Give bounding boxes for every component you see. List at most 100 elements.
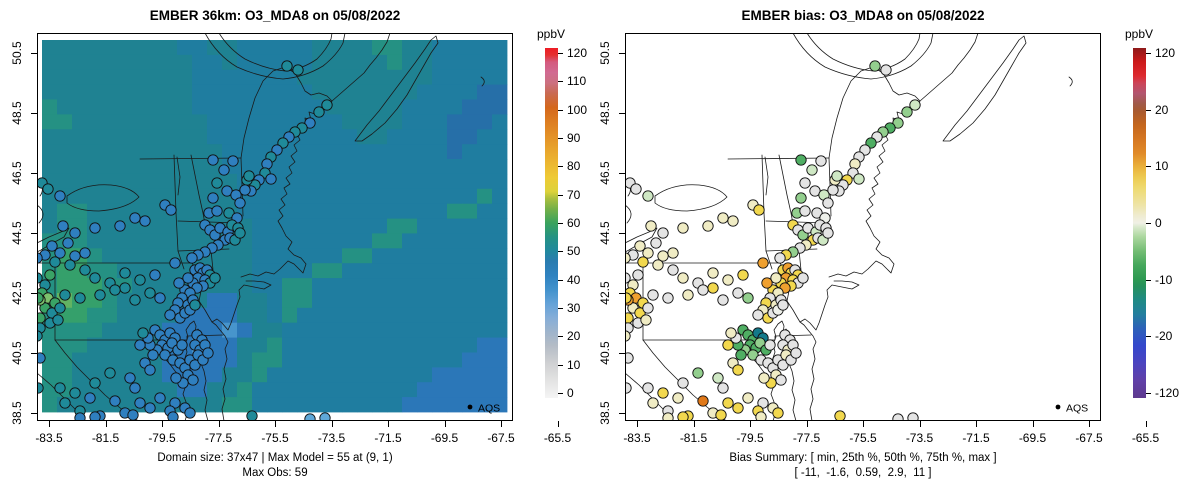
- raster-cell: [237, 263, 253, 279]
- raster-cell: [477, 322, 493, 338]
- x-axis-tick: [693, 421, 695, 427]
- raster-cell: [237, 337, 253, 353]
- raster-cell: [417, 322, 433, 338]
- raster-cell: [147, 84, 163, 100]
- raster-cell: [72, 99, 88, 115]
- raster-cell: [462, 40, 478, 56]
- raster-cell: [312, 293, 328, 309]
- raster-cell: [432, 188, 448, 205]
- raster-cell: [222, 352, 238, 368]
- raster-cell: [477, 233, 493, 249]
- raster-cell: [117, 144, 133, 160]
- raster-cell: [87, 203, 103, 219]
- raster-cell: [357, 382, 373, 398]
- raster-cell: [282, 233, 298, 249]
- raster-cell: [117, 382, 133, 398]
- y-axis-label: 42.5: [598, 281, 612, 305]
- raster-cell: [447, 293, 463, 309]
- raster-cell: [312, 40, 328, 56]
- raster-cell: [72, 278, 88, 294]
- raster-cell: [312, 129, 328, 145]
- raster-cell: [372, 352, 388, 368]
- raster-cell: [72, 40, 88, 56]
- raster-cell: [297, 263, 313, 279]
- raster-cell: [342, 40, 358, 56]
- colorbar-tick-label: 10: [567, 357, 581, 372]
- raster-cell: [372, 322, 388, 338]
- raster-cell: [297, 352, 313, 368]
- raster-cell: [192, 144, 208, 160]
- x-axis-label: -65.5: [543, 431, 572, 445]
- raster-cell: [207, 114, 223, 130]
- raster-cell: [492, 218, 508, 234]
- raster-cell: [387, 159, 403, 175]
- raster-cell: [42, 218, 58, 234]
- raster-cell: [117, 54, 133, 71]
- raster-cell: [177, 54, 193, 71]
- raster-cell: [312, 233, 328, 249]
- map-outline-path: [625, 204, 632, 224]
- raster-cell: [477, 397, 493, 413]
- raster-cell: [417, 307, 433, 324]
- raster-cell: [117, 159, 133, 175]
- raster-cell: [447, 99, 463, 115]
- raster-cell: [417, 397, 433, 413]
- station-point: [79, 247, 91, 259]
- aqs-legend-dot: [467, 404, 473, 410]
- raster-cell: [117, 129, 133, 145]
- raster-cell: [267, 188, 283, 205]
- raster-cell: [237, 307, 253, 324]
- raster-cell: [432, 173, 448, 190]
- station-point: [662, 412, 674, 421]
- raster-cell: [162, 233, 178, 249]
- station-point: [54, 190, 66, 202]
- raster-cell: [132, 69, 148, 86]
- raster-cell: [492, 40, 508, 56]
- raster-cell: [492, 203, 508, 219]
- raster-cell: [267, 278, 283, 294]
- colorbar-tick-label: 60: [567, 216, 581, 230]
- map-outline-path: [1068, 76, 1073, 87]
- raster-cell: [87, 233, 103, 249]
- raster-cell: [87, 173, 103, 190]
- raster-cell: [387, 129, 403, 145]
- raster-cell: [42, 69, 58, 86]
- raster-cell: [477, 337, 493, 353]
- raster-cell: [447, 129, 463, 145]
- raster-cell: [87, 144, 103, 160]
- raster-cell: [432, 263, 448, 279]
- raster-cell: [432, 114, 448, 130]
- raster-cell: [312, 337, 328, 353]
- station-point: [127, 409, 139, 421]
- raster-cell: [57, 54, 73, 71]
- station-point: [218, 164, 230, 176]
- x-axis-tick: [1089, 421, 1090, 427]
- raster-cell: [72, 159, 88, 175]
- raster-cell: [267, 397, 283, 413]
- map-outline-path: [625, 227, 658, 253]
- raster-cell: [387, 203, 403, 219]
- raster-cell: [102, 84, 118, 100]
- station-point: [667, 247, 679, 259]
- station-point: [834, 410, 846, 421]
- raster-cell: [282, 114, 298, 130]
- raster-cell: [237, 352, 253, 368]
- raster-cell: [282, 84, 298, 100]
- raster-cell: [447, 337, 463, 353]
- raster-cell: [372, 99, 388, 115]
- raster-cell: [162, 129, 178, 145]
- raster-cell: [357, 367, 373, 383]
- raster-cell: [357, 337, 373, 353]
- y-axis-tick: [619, 113, 625, 114]
- raster-cell: [222, 382, 238, 398]
- colorbar-tick: [558, 53, 563, 54]
- raster-cell: [432, 54, 448, 71]
- raster-cell: [312, 248, 328, 264]
- raster-cell: [87, 188, 103, 205]
- raster-cell: [492, 99, 508, 115]
- raster-cell: [312, 114, 328, 130]
- station-point: [243, 170, 255, 182]
- right-caption-line1: Bias Summary: [ min, 25th %, 50th %, 75t…: [729, 452, 997, 464]
- raster-cell: [102, 54, 118, 71]
- raster-cell: [57, 69, 73, 86]
